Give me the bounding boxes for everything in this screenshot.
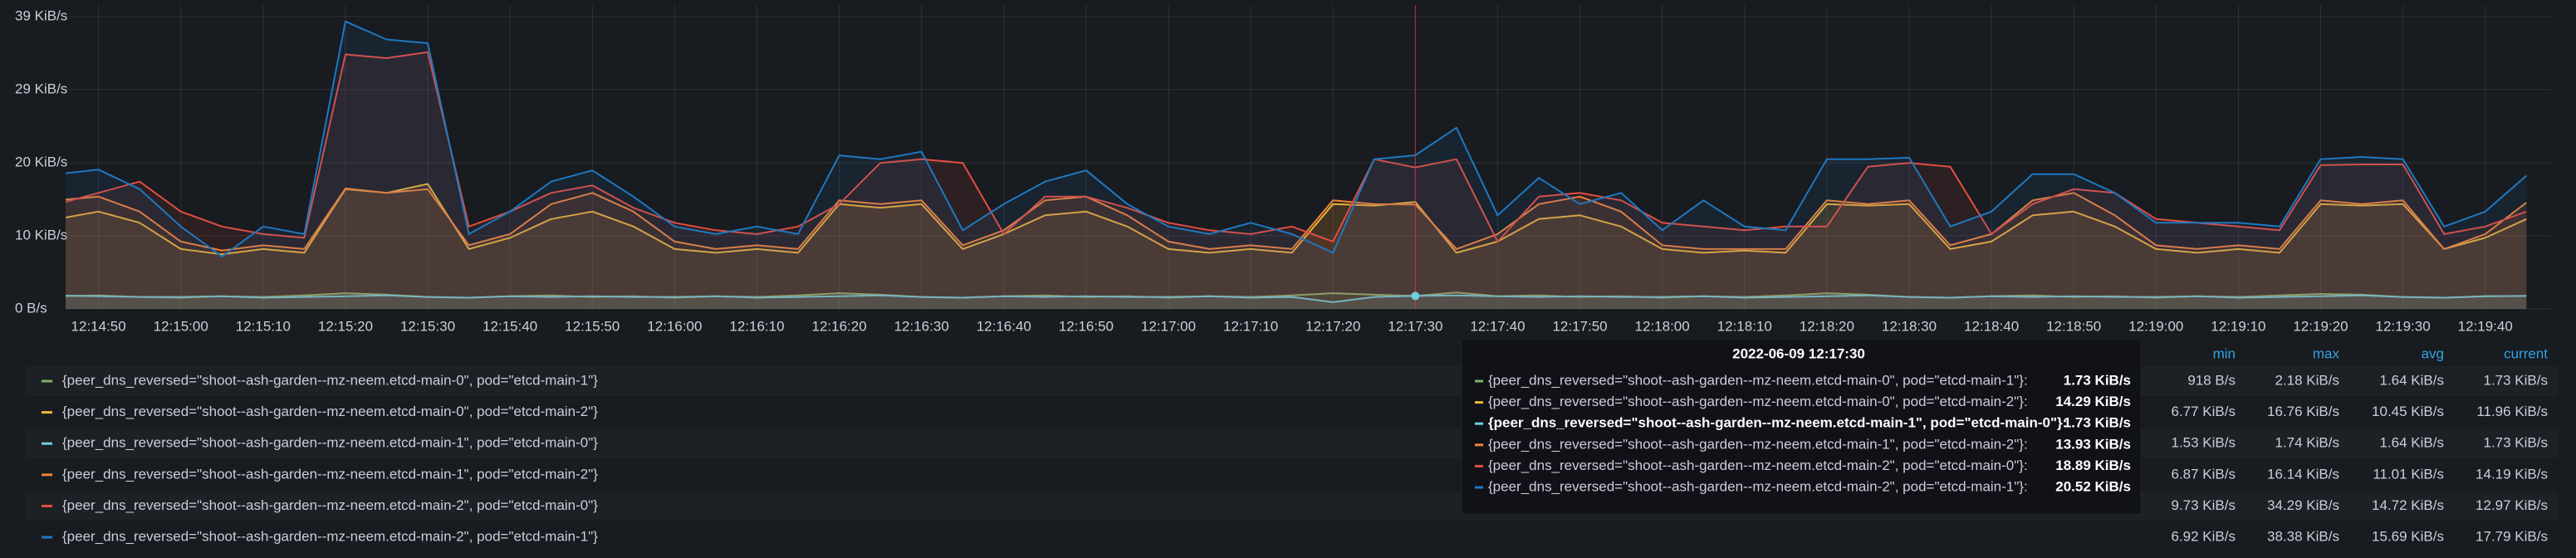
tooltip-label: {peer_dns_reversed="shoot--ash-garden--m… (1488, 458, 2028, 473)
legend-stat: 34.29 KiB/s (2267, 497, 2339, 513)
x-tick-label: 12:17:20 (1305, 318, 1360, 334)
tooltip-value: 20.52 KiB/s (2055, 478, 2131, 494)
legend-stat: 12.97 KiB/s (2476, 497, 2548, 513)
legend-stat: 16.14 KiB/s (2267, 466, 2339, 482)
tooltip-value: 13.93 KiB/s (2055, 436, 2131, 452)
x-tick-label: 12:19:00 (2128, 318, 2183, 334)
area-fill (66, 188, 2527, 309)
legend-stat: 38.38 KiB/s (2267, 528, 2339, 544)
x-tick-label: 12:15:50 (565, 318, 620, 334)
x-tick-label: 12:15:10 (236, 318, 291, 334)
x-tick-label: 12:17:30 (1388, 318, 1442, 334)
hover-point (1411, 291, 1420, 301)
area-fill (66, 295, 2527, 309)
y-tick-label: 20 KiB/s (15, 154, 67, 169)
legend-stat: 17.79 KiB/s (2476, 528, 2548, 544)
legend-label[interactable]: {peer_dns_reversed="shoot--ash-garden--m… (62, 528, 598, 544)
legend-header[interactable]: min (2213, 345, 2236, 361)
x-tick-label: 12:19:40 (2458, 318, 2513, 334)
tooltip: 2022-06-09 12:17:30 {peer_dns_reversed="s… (1461, 339, 2142, 515)
legend-stat: 14.72 KiB/s (2372, 497, 2444, 513)
tooltip-label: {peer_dns_reversed="shoot--ash-garden--m… (1488, 415, 2067, 431)
legend-label[interactable]: {peer_dns_reversed="shoot--ash-garden--m… (62, 404, 598, 419)
x-tick-label: 12:18:10 (1717, 318, 1772, 334)
legend-stat: 1.64 KiB/s (2380, 372, 2445, 388)
x-tick-label: 12:19:30 (2376, 318, 2431, 334)
legend-header[interactable]: max (2313, 345, 2340, 361)
legend-stat: 10.45 KiB/s (2372, 404, 2444, 419)
legend-stat: 11.96 KiB/s (2476, 404, 2548, 419)
x-tick-label: 12:14:50 (71, 318, 126, 334)
series-line (66, 187, 2527, 252)
y-tick-label: 39 KiB/s (15, 7, 67, 23)
x-tick-label: 12:16:10 (729, 318, 784, 334)
legend-stat: 1.64 KiB/s (2380, 435, 2445, 451)
legend-label[interactable]: {peer_dns_reversed="shoot--ash-garden--m… (62, 435, 598, 451)
tooltip-value: 1.73 KiB/s (2064, 415, 2131, 431)
tooltip-label: {peer_dns_reversed="shoot--ash-garden--m… (1488, 372, 2028, 388)
legend-stat: 6.92 KiB/s (2172, 528, 2236, 544)
legend-header[interactable]: current (2504, 345, 2548, 361)
legend-stat: 1.73 KiB/s (2484, 435, 2549, 451)
x-tick-label: 12:17:00 (1141, 318, 1196, 334)
grid: 0 B/s 10 KiB/s 20 KiB/s 29 KiB/s 39 KiB/s 12:… (15, 5, 2551, 334)
x-tick-label: 12:15:20 (318, 318, 373, 334)
legend-stat: 1.74 KiB/s (2275, 435, 2340, 451)
legend-stat: 1.73 KiB/s (2484, 372, 2549, 388)
x-tick-label: 12:19:10 (2211, 318, 2265, 334)
x-tick-label: 12:17:40 (1470, 318, 1525, 334)
x-tick-label: 12:16:50 (1059, 318, 1114, 334)
tooltip-box (1461, 339, 2142, 515)
tooltip-value: 1.73 KiB/s (2064, 372, 2131, 388)
legend-header[interactable]: avg (2422, 345, 2444, 361)
legend-stat: 6.87 KiB/s (2172, 466, 2236, 482)
x-tick-label: 12:15:30 (400, 318, 455, 334)
series-line (66, 20, 2527, 257)
x-tick-label: 12:15:00 (154, 318, 208, 334)
series-line (66, 294, 2527, 303)
x-tick-label: 12:17:10 (1223, 318, 1278, 334)
legend-stat: 15.69 KiB/s (2372, 528, 2444, 544)
tooltip-value: 14.29 KiB/s (2055, 394, 2131, 409)
x-tick-label: 12:18:40 (1964, 318, 2019, 334)
y-tick-label: 10 KiB/s (15, 227, 67, 242)
x-tick-label: 12:17:50 (1552, 318, 1607, 334)
legend-stat: 6.77 KiB/s (2172, 404, 2236, 419)
x-tick-label: 12:18:30 (1882, 318, 1937, 334)
plot-area (66, 5, 2527, 309)
legend-stat: 9.73 KiB/s (2172, 497, 2236, 513)
legend-stat: 1.53 KiB/s (2172, 435, 2236, 451)
legend-stat: 11.01 KiB/s (2373, 466, 2444, 482)
legend-label[interactable]: {peer_dns_reversed="shoot--ash-garden--m… (62, 466, 598, 482)
tooltip-label: {peer_dns_reversed="shoot--ash-garden--m… (1488, 394, 2028, 409)
area-fill (66, 51, 2527, 309)
x-tick-label: 12:18:00 (1635, 318, 1690, 334)
legend-stat: 16.76 KiB/s (2267, 404, 2339, 419)
x-tick-label: 12:15:40 (482, 318, 537, 334)
legend-row-bg (25, 522, 2558, 552)
x-tick-label: 12:16:40 (977, 318, 1031, 334)
legend-stat: 918 B/s (2187, 372, 2236, 388)
legend-stat: 14.19 KiB/s (2476, 466, 2548, 482)
x-tick-label: 12:18:50 (2046, 318, 2101, 334)
tooltip-title: 2022-06-09 12:17:30 (1732, 345, 1865, 361)
area-fill (66, 21, 2527, 309)
area-fill (66, 184, 2527, 309)
series-line (66, 183, 2527, 256)
legend-label[interactable]: {peer_dns_reversed="shoot--ash-garden--m… (62, 497, 598, 513)
tooltip-label: {peer_dns_reversed="shoot--ash-garden--m… (1488, 436, 2028, 452)
legend-stat: 2.18 KiB/s (2275, 372, 2340, 388)
x-tick-label: 12:16:20 (812, 318, 867, 334)
x-tick-label: 12:19:20 (2293, 318, 2348, 334)
x-tick-label: 12:16:00 (647, 318, 702, 334)
y-tick-label: 0 B/s (15, 300, 47, 316)
area-fill (66, 292, 2527, 309)
tooltip-label: {peer_dns_reversed="shoot--ash-garden--m… (1488, 478, 2028, 494)
legend-label[interactable]: {peer_dns_reversed="shoot--ash-garden--m… (62, 372, 598, 388)
tooltip-value: 18.89 KiB/s (2055, 458, 2131, 473)
x-tick-label: 12:16:30 (894, 318, 949, 334)
x-tick-label: 12:18:20 (1800, 318, 1854, 334)
y-tick-label: 29 KiB/s (15, 81, 67, 96)
